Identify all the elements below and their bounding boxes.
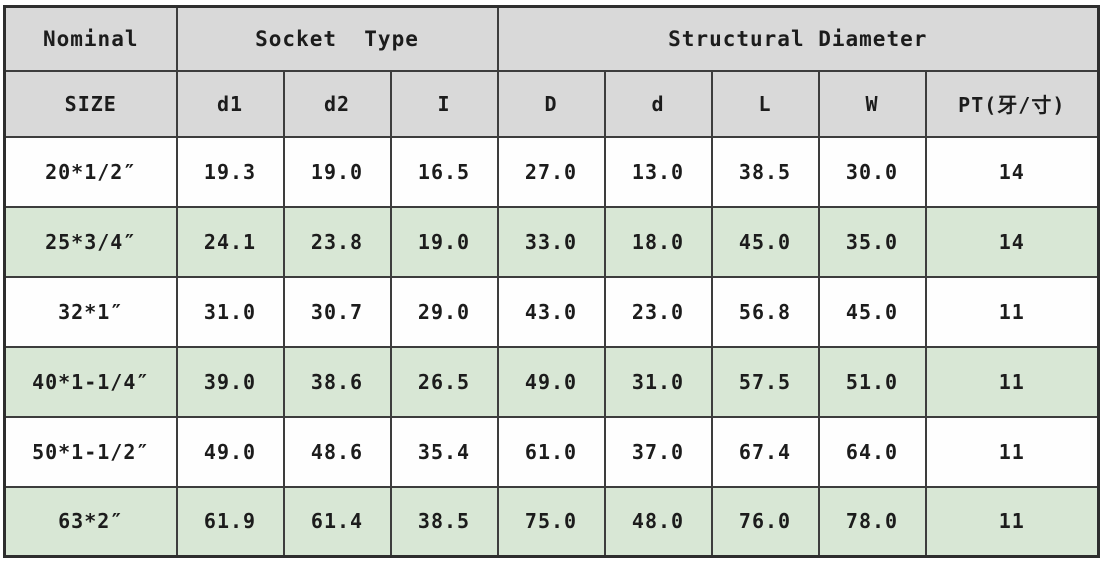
col-header-d1: d1 bbox=[175, 69, 285, 138]
col-header-d2: d2 bbox=[282, 69, 392, 138]
cell-d-cap: 49.0 bbox=[496, 345, 606, 418]
table-row: 50*1-1/2″ 49.0 48.6 35.4 61.0 37.0 67.4 … bbox=[3, 415, 1100, 488]
cell-d1: 39.0 bbox=[175, 345, 285, 418]
cell-w: 78.0 bbox=[817, 485, 927, 558]
spec-table-container: Nominal Socket Type Structural Diameter … bbox=[3, 5, 1101, 558]
cell-d: 23.0 bbox=[603, 275, 713, 348]
cell-d2: 48.6 bbox=[282, 415, 392, 488]
col-header-pt: PT(牙/寸) bbox=[924, 69, 1100, 138]
table-row: 25*3/4″ 24.1 23.8 19.0 33.0 18.0 45.0 35… bbox=[3, 205, 1100, 278]
cell-d: 48.0 bbox=[603, 485, 713, 558]
cell-i: 16.5 bbox=[389, 135, 499, 208]
cell-d-cap: 61.0 bbox=[496, 415, 606, 488]
row-size: 20*1/2″ bbox=[3, 135, 178, 208]
cell-d1: 49.0 bbox=[175, 415, 285, 488]
cell-l: 76.0 bbox=[710, 485, 820, 558]
cell-w: 45.0 bbox=[817, 275, 927, 348]
cell-d: 13.0 bbox=[603, 135, 713, 208]
cell-d2: 19.0 bbox=[282, 135, 392, 208]
table-row: 20*1/2″ 19.3 19.0 16.5 27.0 13.0 38.5 30… bbox=[3, 135, 1100, 208]
row-size: 40*1-1/4″ bbox=[3, 345, 178, 418]
cell-l: 57.5 bbox=[710, 345, 820, 418]
row-size: 63*2″ bbox=[3, 485, 178, 558]
row-size: 50*1-1/2″ bbox=[3, 415, 178, 488]
col-header-w: W bbox=[817, 69, 927, 138]
cell-i: 35.4 bbox=[389, 415, 499, 488]
cell-d2: 61.4 bbox=[282, 485, 392, 558]
column-header-row: SIZE d1 d2 I D d L W PT(牙/寸) bbox=[3, 69, 1100, 138]
header-group-nominal: Nominal bbox=[3, 5, 178, 72]
table-row: 40*1-1/4″ 39.0 38.6 26.5 49.0 31.0 57.5 … bbox=[3, 345, 1100, 418]
cell-w: 51.0 bbox=[817, 345, 927, 418]
col-header-d-cap: D bbox=[496, 69, 606, 138]
cell-d-cap: 43.0 bbox=[496, 275, 606, 348]
cell-d2: 30.7 bbox=[282, 275, 392, 348]
cell-l: 67.4 bbox=[710, 415, 820, 488]
cell-i: 29.0 bbox=[389, 275, 499, 348]
cell-w: 35.0 bbox=[817, 205, 927, 278]
col-header-i: I bbox=[389, 69, 499, 138]
cell-d1: 24.1 bbox=[175, 205, 285, 278]
cell-i: 19.0 bbox=[389, 205, 499, 278]
cell-w: 64.0 bbox=[817, 415, 927, 488]
header-group-row: Nominal Socket Type Structural Diameter bbox=[3, 5, 1100, 72]
cell-d-cap: 27.0 bbox=[496, 135, 606, 208]
col-header-l: L bbox=[710, 69, 820, 138]
table-header: Nominal Socket Type Structural Diameter … bbox=[3, 5, 1100, 138]
cell-i: 38.5 bbox=[389, 485, 499, 558]
cell-pt: 14 bbox=[924, 205, 1100, 278]
cell-d2: 23.8 bbox=[282, 205, 392, 278]
cell-d1: 61.9 bbox=[175, 485, 285, 558]
table-row: 32*1″ 31.0 30.7 29.0 43.0 23.0 56.8 45.0… bbox=[3, 275, 1100, 348]
cell-d1: 19.3 bbox=[175, 135, 285, 208]
cell-d2: 38.6 bbox=[282, 345, 392, 418]
cell-d: 18.0 bbox=[603, 205, 713, 278]
cell-i: 26.5 bbox=[389, 345, 499, 418]
cell-d-cap: 75.0 bbox=[496, 485, 606, 558]
header-group-socket-type: Socket Type bbox=[175, 5, 499, 72]
cell-d: 31.0 bbox=[603, 345, 713, 418]
cell-l: 38.5 bbox=[710, 135, 820, 208]
cell-d1: 31.0 bbox=[175, 275, 285, 348]
cell-w: 30.0 bbox=[817, 135, 927, 208]
cell-d: 37.0 bbox=[603, 415, 713, 488]
cell-pt: 11 bbox=[924, 275, 1100, 348]
col-header-d: d bbox=[603, 69, 713, 138]
cell-pt: 11 bbox=[924, 415, 1100, 488]
row-size: 25*3/4″ bbox=[3, 205, 178, 278]
cell-pt: 14 bbox=[924, 135, 1100, 208]
table-body: 20*1/2″ 19.3 19.0 16.5 27.0 13.0 38.5 30… bbox=[3, 135, 1100, 558]
table-row: 63*2″ 61.9 61.4 38.5 75.0 48.0 76.0 78.0… bbox=[3, 485, 1100, 558]
header-group-structural-diameter: Structural Diameter bbox=[496, 5, 1100, 72]
col-header-size: SIZE bbox=[3, 69, 178, 138]
cell-l: 45.0 bbox=[710, 205, 820, 278]
row-size: 32*1″ bbox=[3, 275, 178, 348]
cell-d-cap: 33.0 bbox=[496, 205, 606, 278]
spec-table: Nominal Socket Type Structural Diameter … bbox=[3, 5, 1101, 558]
cell-pt: 11 bbox=[924, 345, 1100, 418]
cell-pt: 11 bbox=[924, 485, 1100, 558]
cell-l: 56.8 bbox=[710, 275, 820, 348]
